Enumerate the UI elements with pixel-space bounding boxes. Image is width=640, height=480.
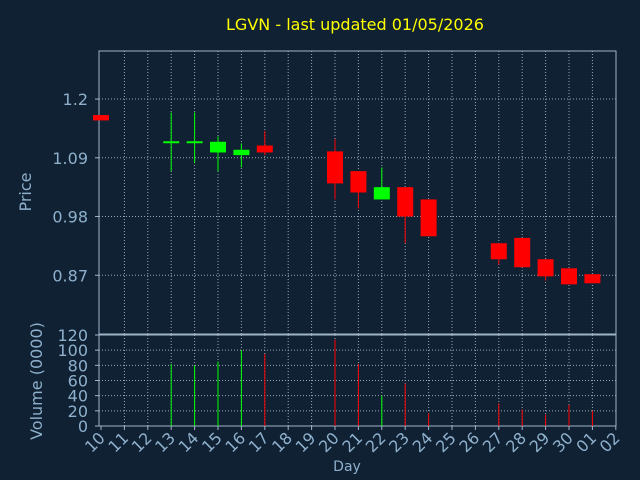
candle-body [420,199,437,237]
price-axis: 1.2 1.09 0.98 0.87 [52,90,99,285]
candle-body [514,237,531,268]
volume-tick-label: 120 [57,326,88,345]
volume-tick-label: 40 [68,387,88,406]
volume-axis-label: Volume (0000) [27,322,46,440]
volume-tick-label: 80 [68,356,88,375]
x-axis: 1011121314151617181920212223242526272829… [81,426,624,456]
candle-body [397,187,414,217]
volume-tick-label: 20 [68,402,88,421]
candle-body [373,187,390,200]
volume-tick-label: 60 [68,372,88,391]
price-tick-label: 1.2 [63,90,88,109]
volume-tick-label: 100 [57,341,88,360]
chart-title: LGVN - last updated 01/05/2026 [226,15,484,34]
candle-body [233,149,250,156]
price-tick-label: 0.98 [52,208,88,227]
candle-body [210,141,226,153]
candle-body [93,115,109,121]
candle-body [537,259,554,277]
volume-tick-label: 0 [78,417,88,436]
x-axis-label: Day [333,459,361,475]
candle-body [350,171,367,193]
price-axis-label: Price [16,172,35,211]
volume-grid [99,334,616,427]
price-tick-label: 1.09 [52,149,88,168]
x-tick-label: 02 [596,428,624,456]
price-tick-label: 0.87 [52,266,88,285]
price-panel-frame [98,50,617,335]
candle-body [327,151,343,184]
candle-body [584,274,601,284]
candle-body [490,243,507,260]
volume-bars [170,339,593,426]
candle-body [256,145,273,153]
candle-body [561,268,577,285]
candles [93,112,601,285]
